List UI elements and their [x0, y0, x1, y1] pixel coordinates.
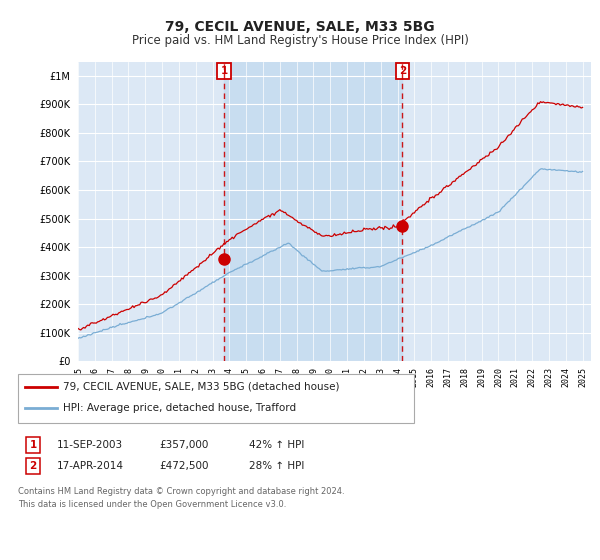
Text: £357,000: £357,000	[159, 440, 208, 450]
Text: 1: 1	[29, 440, 37, 450]
Bar	[224, 62, 403, 361]
Text: 79, CECIL AVENUE, SALE, M33 5BG: 79, CECIL AVENUE, SALE, M33 5BG	[165, 20, 435, 34]
Text: 17-APR-2014: 17-APR-2014	[57, 461, 124, 471]
Text: 2: 2	[399, 66, 406, 76]
Text: £472,500: £472,500	[159, 461, 209, 471]
Text: Contains HM Land Registry data © Crown copyright and database right 2024.
This d: Contains HM Land Registry data © Crown c…	[18, 487, 344, 510]
Text: 11-SEP-2003: 11-SEP-2003	[57, 440, 123, 450]
Text: 2: 2	[29, 461, 37, 471]
Text: 28% ↑ HPI: 28% ↑ HPI	[249, 461, 304, 471]
Text: 42% ↑ HPI: 42% ↑ HPI	[249, 440, 304, 450]
Text: 1: 1	[221, 66, 228, 76]
Text: HPI: Average price, detached house, Trafford: HPI: Average price, detached house, Traf…	[63, 403, 296, 413]
Text: Price paid vs. HM Land Registry's House Price Index (HPI): Price paid vs. HM Land Registry's House …	[131, 34, 469, 46]
Text: 79, CECIL AVENUE, SALE, M33 5BG (detached house): 79, CECIL AVENUE, SALE, M33 5BG (detache…	[63, 382, 340, 392]
